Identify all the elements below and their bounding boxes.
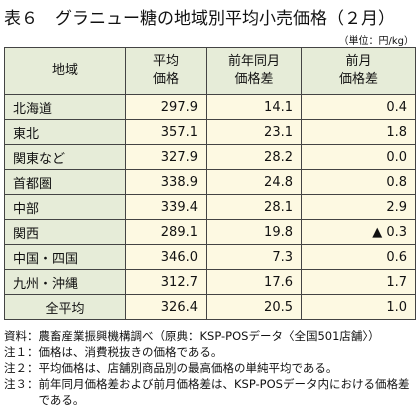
value-cell: 24.8 — [206, 169, 302, 195]
note-label: 注３： — [4, 377, 39, 391]
value-cell: 20.5 — [206, 294, 302, 320]
note-label: 注１： — [4, 345, 39, 359]
value-cell: 19.8 — [206, 219, 302, 245]
table-row: 首都圏 338.9 24.8 0.8 — [4, 169, 416, 195]
header-line: 価格差 — [338, 72, 378, 87]
notes: 資料： 農畜産業振興機構調べ（原典：KSP-POSデータ〈全国501店舗〉） 注１：… — [4, 328, 416, 408]
value-cell: 14.1 — [206, 94, 302, 120]
value-cell: 0.0 — [301, 144, 416, 170]
value-cell: 17.6 — [206, 269, 302, 295]
region-cell: 首都圏 — [4, 169, 126, 195]
column-header: 地域 — [4, 47, 126, 95]
note-label: 資料： — [4, 329, 39, 343]
note: 資料： 農畜産業振興機構調べ（原典：KSP-POSデータ〈全国501店舗〉） — [4, 328, 416, 344]
region-cell: 九州・沖縄 — [4, 269, 126, 295]
value-cell: 7.3 — [206, 244, 302, 270]
header-line: 地域 — [51, 63, 78, 78]
note: 注２： 平均価格は、店舗別商品別の最高価格の単純平均である。 — [4, 360, 416, 376]
title: 表６ グラニュー糖の地域別平均小売価格（２月） — [4, 9, 395, 29]
value-cell: ▲ 0.3 — [301, 219, 416, 245]
value-cell: 289.1 — [125, 219, 207, 245]
value-cell: 326.4 — [125, 294, 207, 320]
value-cell: 0.4 — [301, 94, 416, 120]
region-cell: 東北 — [4, 119, 126, 145]
value-cell: 297.9 — [125, 94, 207, 120]
table-row: 九州・沖縄 312.7 17.6 1.7 — [4, 269, 416, 295]
note: 注１： 価格は、消費税抜きの価格である。 — [4, 344, 416, 360]
value-cell: 1.8 — [301, 119, 416, 145]
price-table: 地域 平均 価格 前年同月 価格差 前月 価格差 北海道 297.9 14.1 0.4 東北 357.… — [4, 47, 416, 320]
value-cell: 312.7 — [125, 269, 207, 295]
note-text: 価格は、消費税抜きの価格である。 — [38, 345, 223, 359]
header-line: 前年同月 — [227, 54, 280, 69]
region-cell: 全平均 — [4, 294, 126, 320]
region-cell: 関東など — [4, 144, 126, 170]
table-row: 北海道 297.9 14.1 0.4 — [4, 94, 416, 120]
table-row: 関東など 327.9 28.2 0.0 — [4, 144, 416, 170]
value-cell: 0.6 — [301, 244, 416, 270]
region-cell: 関西 — [4, 219, 126, 245]
note: 注３： 前年同月価格差および前月価格差は、KSP-POSデータ内における価格差であ… — [4, 376, 416, 408]
note-text: 農畜産業振興機構調べ（原典：KSP-POSデータ〈全国501店舗〉） — [38, 329, 380, 343]
table-body: 北海道 297.9 14.1 0.4 東北 357.1 23.1 1.8 関東など 327.9 28… — [4, 94, 416, 320]
value-cell: 28.2 — [206, 144, 302, 170]
value-cell: 0.8 — [301, 169, 416, 195]
value-cell: 23.1 — [206, 119, 302, 145]
column-header: 前年同月 価格差 — [206, 47, 302, 95]
value-cell: 346.0 — [125, 244, 207, 270]
table-row: 中部 339.4 28.1 2.9 — [4, 194, 416, 220]
note-text: 前年同月価格差および前月価格差は、KSP-POSデータ内における価格差である。 — [38, 377, 410, 407]
unit: （単位：円/kg） — [338, 36, 414, 47]
table-row: 東北 357.1 23.1 1.8 — [4, 119, 416, 145]
header-line: 価格 — [152, 72, 179, 87]
region-cell: 中部 — [4, 194, 126, 220]
table-row: 関西 289.1 19.8 ▲ 0.3 — [4, 219, 416, 245]
header-line: 価格差 — [234, 72, 274, 87]
column-header: 前月 価格差 — [301, 47, 416, 95]
value-cell: 28.1 — [206, 194, 302, 220]
value-cell: 338.9 — [125, 169, 207, 195]
value-cell: 1.7 — [301, 269, 416, 295]
value-cell: 2.9 — [301, 194, 416, 220]
note-label: 注２： — [4, 361, 39, 375]
region-cell: 中国・四国 — [4, 244, 126, 270]
value-cell: 339.4 — [125, 194, 207, 220]
header-line: 平均 — [152, 54, 179, 69]
table-row: 中国・四国 346.0 7.3 0.6 — [4, 244, 416, 270]
region-cell: 北海道 — [4, 94, 126, 120]
header-line: 前月 — [345, 54, 372, 69]
table-row: 全平均 326.4 20.5 1.0 — [4, 294, 416, 320]
column-header: 平均 価格 — [125, 47, 207, 95]
header-row: 地域 平均 価格 前年同月 価格差 前月 価格差 — [4, 47, 416, 95]
value-cell: 357.1 — [125, 119, 207, 145]
value-cell: 327.9 — [125, 144, 207, 170]
value-cell: 1.0 — [301, 294, 416, 320]
note-text: 平均価格は、店舗別商品別の最高価格の単純平均である。 — [38, 361, 338, 375]
